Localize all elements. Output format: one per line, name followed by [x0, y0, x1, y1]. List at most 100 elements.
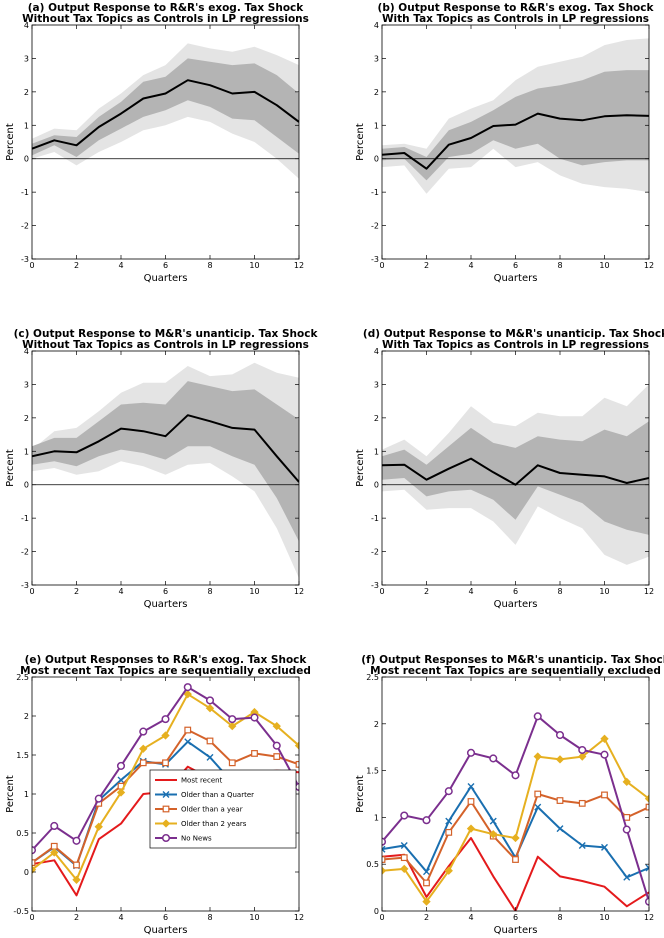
plot-area	[382, 384, 649, 565]
data-point	[72, 836, 81, 845]
chart-subtitle: Most recent Tax Topics are sequentially …	[370, 665, 661, 677]
chart-title: (b) Output Response to R&R's exog. Tax S…	[378, 2, 655, 14]
data-point	[94, 822, 103, 831]
x-tick-label: 4	[118, 587, 123, 596]
data-point	[251, 750, 258, 757]
y-tick-label: 1	[24, 121, 29, 130]
x-tick-label: 0	[29, 913, 34, 922]
chart-subtitle: Most recent Tax Topics are sequentially …	[20, 665, 311, 677]
data-point	[400, 854, 408, 862]
plot-frame	[381, 676, 650, 912]
chart-panel-e: (e) Output Responses to R&R's exog. Tax …	[5, 654, 311, 936]
chart-subtitle: With Tax Topics as Controls in LP regres…	[382, 339, 649, 351]
x-tick-label: 6	[163, 261, 168, 270]
data-point	[272, 741, 281, 750]
legend: Most recent Older than a Quarter Older tha…	[149, 769, 297, 849]
data-point	[645, 864, 649, 872]
y-tick-label: 1.5	[16, 751, 29, 760]
x-tick-label: 10	[249, 913, 259, 922]
data-point	[534, 790, 542, 798]
data-point	[622, 777, 631, 786]
chart-subtitle: Without Tax Topics as Controls in LP reg…	[22, 13, 309, 25]
data-point	[578, 745, 587, 755]
y-tick-label: 0	[374, 155, 379, 164]
series-line-point_estimate	[32, 414, 299, 483]
data-point	[556, 797, 564, 804]
y-tick-label: 0.5	[16, 829, 29, 838]
y-tick-label: 0	[24, 868, 29, 877]
y-tick-label: 3	[374, 54, 379, 63]
confidence-band-inner_band	[32, 58, 299, 157]
legend-marker	[161, 833, 171, 843]
legend-label: No News	[181, 835, 212, 843]
y-tick-label: 4	[374, 347, 379, 356]
data-point	[555, 755, 565, 764]
data-point	[644, 794, 649, 803]
y-axis-label: Percent	[355, 123, 366, 161]
data-point	[50, 821, 59, 831]
data-point	[466, 824, 476, 833]
x-tick-label: 8	[557, 261, 562, 270]
x-tick-label: 0	[29, 261, 34, 270]
x-tick-label: 0	[29, 587, 34, 596]
y-tick-label: 0	[374, 481, 379, 490]
x-tick-label: 12	[294, 587, 304, 596]
data-point	[117, 776, 125, 784]
data-point	[94, 794, 103, 803]
chart-panel-d: (d) Output Response to M&R's unanticip. …	[355, 328, 664, 610]
x-tick-label: 4	[468, 261, 473, 270]
data-point	[400, 864, 409, 874]
data-point	[644, 897, 649, 906]
x-tick-label: 4	[468, 913, 473, 922]
data-point	[423, 868, 430, 876]
data-point	[205, 704, 215, 713]
y-tick-label: 2	[374, 414, 379, 423]
y-tick-label: -0.5	[13, 907, 29, 916]
data-point	[400, 841, 408, 849]
x-axis-label: Quarters	[494, 273, 538, 284]
y-tick-label: 1	[24, 790, 29, 799]
data-point	[382, 866, 387, 875]
data-point	[295, 760, 299, 768]
x-tick-label: 0	[379, 913, 384, 922]
series-line-point_estimate	[32, 79, 299, 150]
confidence-band-inner_band	[382, 421, 649, 535]
data-point	[445, 828, 453, 836]
chart-subtitle: Without Tax Topics as Controls in LP reg…	[22, 339, 309, 351]
legend-label: Older than a year	[181, 806, 243, 814]
legend-label: Older than 2 years	[181, 820, 247, 828]
x-tick-label: 8	[557, 587, 562, 596]
data-point	[294, 741, 299, 750]
y-tick-label: -1	[371, 514, 379, 523]
data-point	[511, 771, 520, 780]
data-point	[555, 730, 565, 740]
data-point	[601, 843, 608, 851]
x-tick-label: 6	[163, 587, 168, 596]
y-tick-label: 2	[374, 720, 379, 729]
y-tick-label: 2	[374, 88, 379, 97]
data-point	[512, 856, 519, 863]
chart-panel-f: (f) Output Responses to M&R's unanticip.…	[355, 654, 664, 936]
x-axis-label: Quarters	[494, 599, 538, 610]
y-tick-label: 3	[374, 380, 379, 389]
data-point	[533, 752, 542, 761]
data-point	[534, 803, 542, 811]
data-point	[32, 865, 37, 874]
data-point	[250, 713, 259, 722]
series-line-point_estimate	[382, 112, 649, 170]
x-tick-label: 2	[424, 913, 429, 922]
chart-title: (a) Output Response to R&R's exog. Tax S…	[28, 2, 305, 14]
plot-area	[32, 43, 299, 179]
data-point	[206, 737, 214, 745]
chart-subtitle: With Tax Topics as Controls in LP regres…	[382, 13, 649, 25]
data-point	[139, 744, 148, 753]
y-tick-label: -2	[21, 222, 29, 231]
data-point	[445, 817, 453, 825]
x-tick-label: 12	[644, 913, 654, 922]
chart-title: (f) Output Responses to M&R's unanticip.…	[361, 654, 664, 666]
data-point	[601, 791, 608, 799]
y-tick-label: 0.5	[366, 860, 379, 869]
data-point	[511, 833, 520, 843]
data-point	[228, 759, 236, 767]
x-tick-label: 8	[207, 261, 212, 270]
